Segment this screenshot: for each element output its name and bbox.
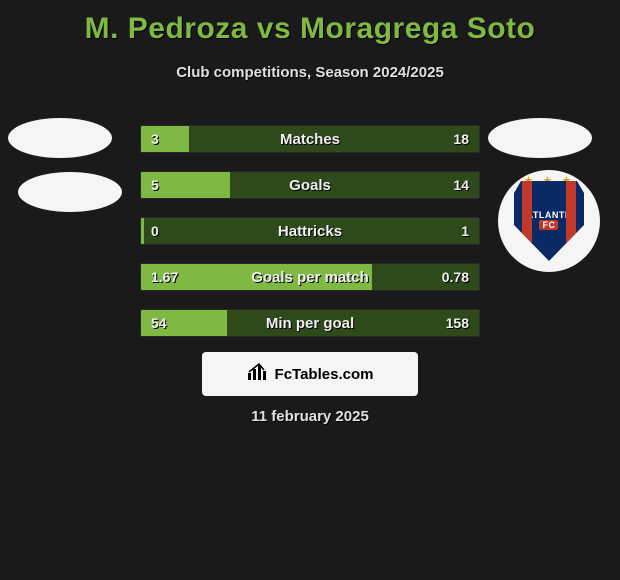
club-crest-right: ★ ★ ★ ATLANTE FC <box>498 170 600 272</box>
bar-chart-icon <box>247 363 269 386</box>
stat-label: Goals per match <box>141 264 479 290</box>
player-badge-left-1 <box>8 118 112 158</box>
crest-label: ATLANTE FC <box>527 211 572 231</box>
player-badge-right-1 <box>488 118 592 158</box>
stat-row: 514Goals <box>140 171 480 199</box>
brand-label: FcTables.com <box>275 366 374 383</box>
stat-row: 54158Min per goal <box>140 309 480 337</box>
player-badge-left-2 <box>18 172 122 212</box>
brand-footer: FcTables.com <box>202 352 418 396</box>
stat-label: Hattricks <box>141 218 479 244</box>
date-label: 11 february 2025 <box>0 408 620 425</box>
subtitle: Club competitions, Season 2024/2025 <box>0 64 620 81</box>
stat-row: 1.670.78Goals per match <box>140 263 480 291</box>
crest-shield-icon: ATLANTE FC <box>514 181 584 261</box>
stat-row: 01Hattricks <box>140 217 480 245</box>
page-title: M. Pedroza vs Moragrega Soto <box>0 0 620 46</box>
stat-label: Goals <box>141 172 479 198</box>
stat-row: 318Matches <box>140 125 480 153</box>
comparison-chart: 318Matches 514Goals 01Hattricks 1.670.78Goa… <box>140 125 480 355</box>
stat-label: Matches <box>141 126 479 152</box>
stat-label: Min per goal <box>141 310 479 336</box>
